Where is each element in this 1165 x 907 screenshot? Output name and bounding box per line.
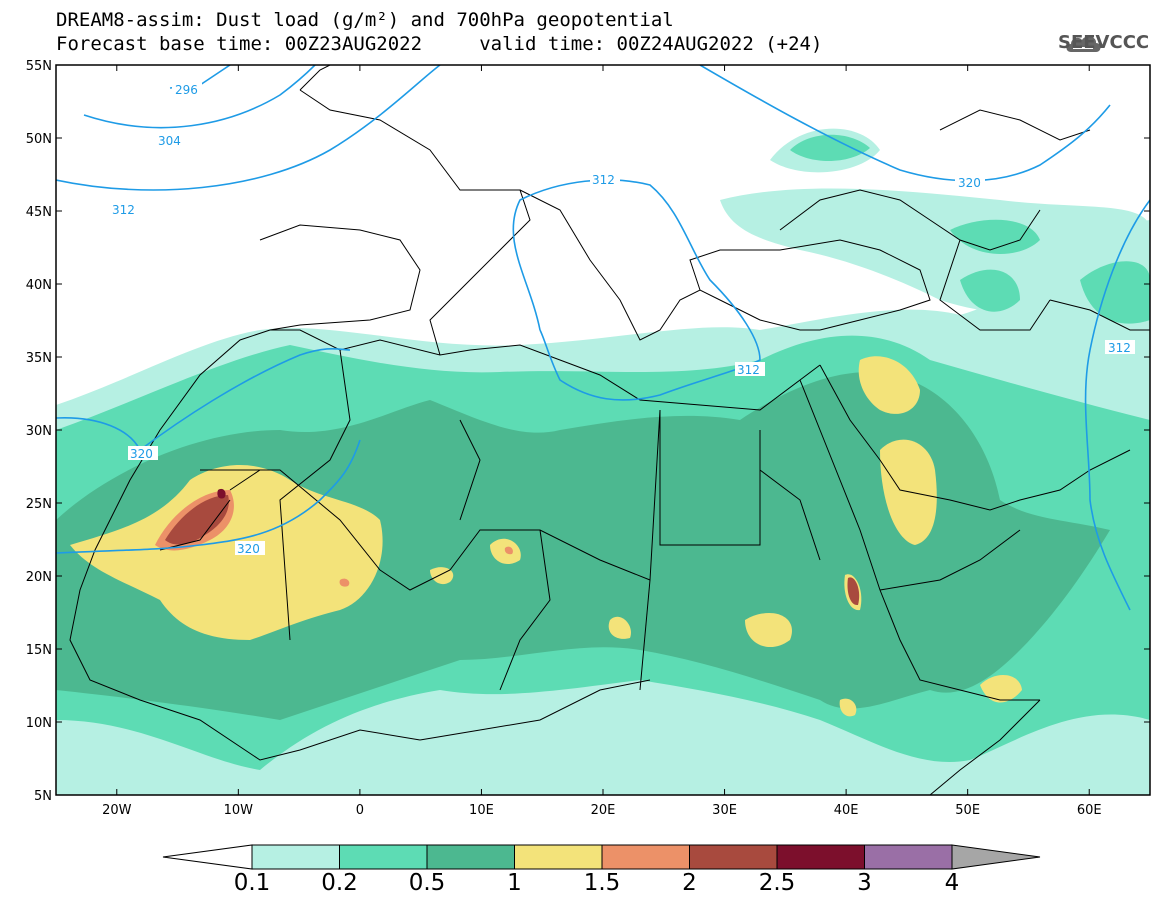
cloud-logo-icon <box>1066 36 1101 52</box>
contour-label: 320 <box>130 447 153 461</box>
colorbar-box <box>251 844 340 870</box>
colorbar-label: 1.5 <box>583 870 621 896</box>
lat-label: 25N <box>26 497 52 512</box>
contour-label: 296 <box>175 83 198 97</box>
lon-label: 60E <box>1077 803 1102 818</box>
colorbar-box <box>689 844 778 870</box>
coastlines-and-borders <box>69 65 1150 795</box>
lat-label: 35N <box>26 351 52 366</box>
colorbar-box <box>426 844 515 870</box>
colorbar-label: 4 <box>944 870 960 896</box>
lat-label: 40N <box>26 278 52 293</box>
lon-label: 10W <box>224 803 254 818</box>
lat-label: 5N <box>34 789 52 804</box>
seevccc-logo-text: SEEVCCC <box>1058 32 1150 53</box>
colorbar-high-arrow <box>951 844 1041 870</box>
forecast-time-subtitle: Forecast base time: 00Z23AUG2022 valid t… <box>56 33 823 55</box>
axis-ticks <box>56 64 1150 796</box>
lat-label: 30N <box>26 424 52 439</box>
contour-label: 304 <box>158 134 181 148</box>
colorbar-label: 0.2 <box>321 870 358 896</box>
colorbar-label: 0.5 <box>408 870 446 896</box>
contour-label: 312 <box>592 173 615 187</box>
lon-label: 20E <box>591 803 616 818</box>
dust-shading <box>56 128 1150 795</box>
lat-label: 45N <box>26 205 52 220</box>
lat-label: 55N <box>26 59 52 74</box>
contour-label: 320 <box>958 176 981 190</box>
colorbar-box <box>601 844 690 870</box>
lon-label: 10E <box>469 803 494 818</box>
colorbar-label: 2.5 <box>758 870 796 896</box>
contour-label: 320 <box>237 542 260 556</box>
colorbar-low-arrow <box>162 844 253 870</box>
contour-label: 312 <box>1108 341 1131 355</box>
contour-labels: 296 304 312 312 320 312 320 320 312 <box>110 82 1135 556</box>
colorbar-label: 1 <box>507 870 522 896</box>
colorbar-box <box>514 844 603 870</box>
latitude-labels: 55N 50N 45N 40N 35N 30N 25N 20N 15N 10N 5N <box>26 59 52 804</box>
colorbar-box <box>776 844 865 870</box>
lon-label: 20W <box>102 803 132 818</box>
colorbar-label: 3 <box>857 870 872 896</box>
lat-label: 50N <box>26 132 52 147</box>
geopotential-contours <box>56 65 1150 611</box>
longitude-labels: 20W 10W 0 10E 20E 30E 40E 50E 60E <box>102 803 1102 818</box>
map-title: DREAM8-assim: Dust load (g/m²) and 700hP… <box>56 9 674 31</box>
lon-label: 50E <box>955 803 980 818</box>
lat-label: 20N <box>26 570 52 585</box>
colorbar-box <box>339 844 428 870</box>
lon-label: 30E <box>712 803 737 818</box>
lon-label: 40E <box>834 803 859 818</box>
contour-label: 312 <box>112 203 135 217</box>
colorbar-box <box>864 844 953 870</box>
lat-label: 15N <box>26 643 52 658</box>
colorbar-boxes <box>251 844 953 870</box>
colorbar-label: 0.1 <box>233 870 271 896</box>
lon-label: 0 <box>356 803 364 818</box>
contour-label: 312 <box>737 363 760 377</box>
colorbar-label: 2 <box>682 870 697 896</box>
lat-label: 10N <box>26 716 52 731</box>
